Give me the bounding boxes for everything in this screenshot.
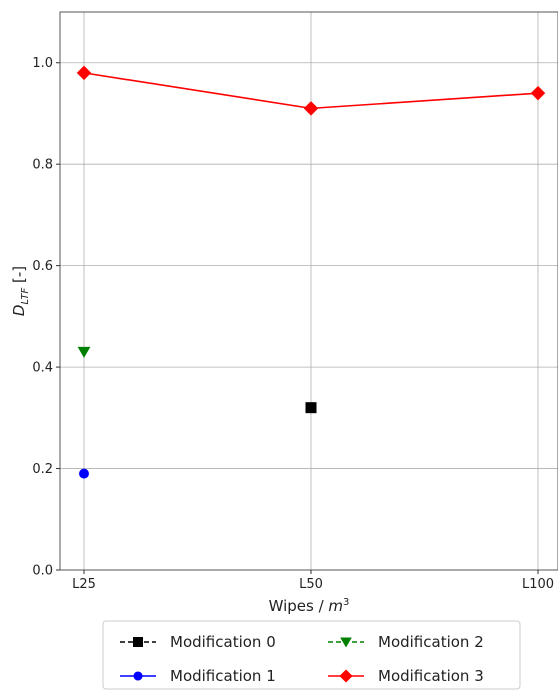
y-tick-label: 0.2	[32, 462, 53, 477]
series-modification-2	[77, 346, 91, 358]
x-axis-ticks: L25 L50 L100	[72, 570, 554, 592]
data-point	[79, 468, 89, 479]
y-tick-label: 0.4	[32, 361, 53, 376]
series-modification-3	[76, 65, 546, 116]
legend-label: Modification 1	[170, 667, 276, 685]
legend-marker	[133, 671, 143, 681]
x-axis-label: Wipes / m3	[269, 597, 350, 615]
legend-item: Modification 0	[120, 633, 276, 651]
legend-label: Modification 3	[378, 667, 484, 685]
x-tick-label: L50	[299, 577, 323, 592]
legend-item: Modification 1	[120, 667, 276, 685]
data-point	[303, 101, 319, 116]
legend-item: Modification 2	[328, 633, 484, 651]
legend-marker	[340, 637, 352, 648]
legend-frame	[102, 620, 521, 690]
data-point	[77, 346, 91, 358]
legend-marker	[133, 637, 143, 647]
data-point	[76, 65, 92, 81]
y-tick-label: 0.6	[32, 259, 53, 274]
legend-label: Modification 2	[378, 633, 484, 651]
series-layer	[76, 65, 546, 479]
legend: Modification 0 Modification 1 Modification…	[102, 620, 521, 690]
y-tick-label: 0.0	[32, 564, 53, 579]
y-tick-label: 0.8	[32, 158, 53, 173]
x-tick-label: L100	[522, 577, 554, 592]
grid-lines	[60, 12, 558, 571]
legend-item: Modification 3	[328, 667, 484, 685]
x-tick-label: L25	[72, 577, 96, 592]
plot-border	[59, 11, 558, 571]
legend-label: Modification 0	[170, 633, 276, 651]
y-axis-ticks: 0.0 0.2 0.4 0.6 0.8 1.0	[32, 56, 60, 579]
plot-frame	[59, 11, 558, 571]
data-point	[530, 85, 546, 101]
series-modification-0	[305, 402, 317, 414]
series-modification-1	[79, 468, 89, 479]
data-point	[305, 402, 317, 414]
y-tick-label: 1.0	[32, 56, 53, 71]
y-axis-label: DLTF [-]	[10, 266, 31, 316]
legend-marker	[339, 669, 353, 683]
